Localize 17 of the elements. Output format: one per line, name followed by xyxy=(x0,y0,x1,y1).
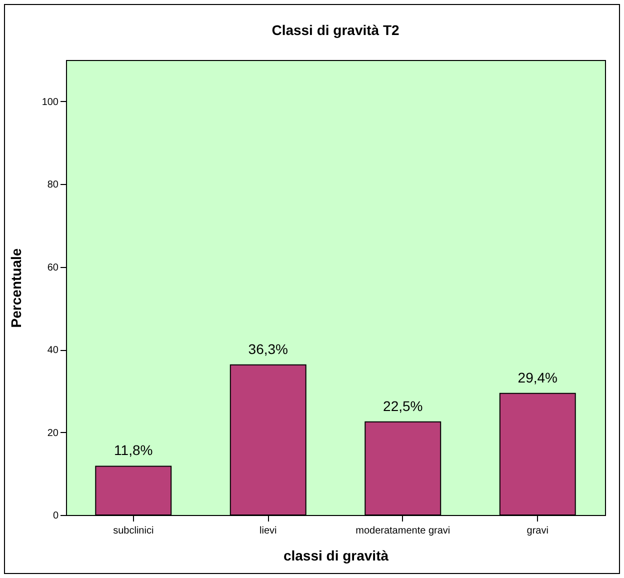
y-tick-label: 0 xyxy=(52,510,59,522)
data-label: 29,4% xyxy=(518,369,558,386)
y-axis-title: Percentuale xyxy=(8,248,24,328)
data-label: 22,5% xyxy=(383,398,423,414)
x-axis-title: classi di gravità xyxy=(283,548,389,564)
data-label: 11,8% xyxy=(114,442,153,458)
y-tick-label: 20 xyxy=(47,428,59,439)
x-tick-label: lievi xyxy=(260,526,277,536)
y-tick-label: 40 xyxy=(47,345,59,356)
y-tick-label: 60 xyxy=(47,262,59,274)
x-tick-label: gravi xyxy=(526,526,548,536)
x-tick-label: subclinici xyxy=(113,526,154,536)
data-label: 36,3% xyxy=(248,340,288,357)
x-tick-label: moderatamente gravi xyxy=(356,526,450,536)
chart-title: Classi di gravità T2 xyxy=(272,22,400,38)
y-tick-label: 80 xyxy=(47,180,59,191)
y-tick-label: 100 xyxy=(42,96,59,108)
